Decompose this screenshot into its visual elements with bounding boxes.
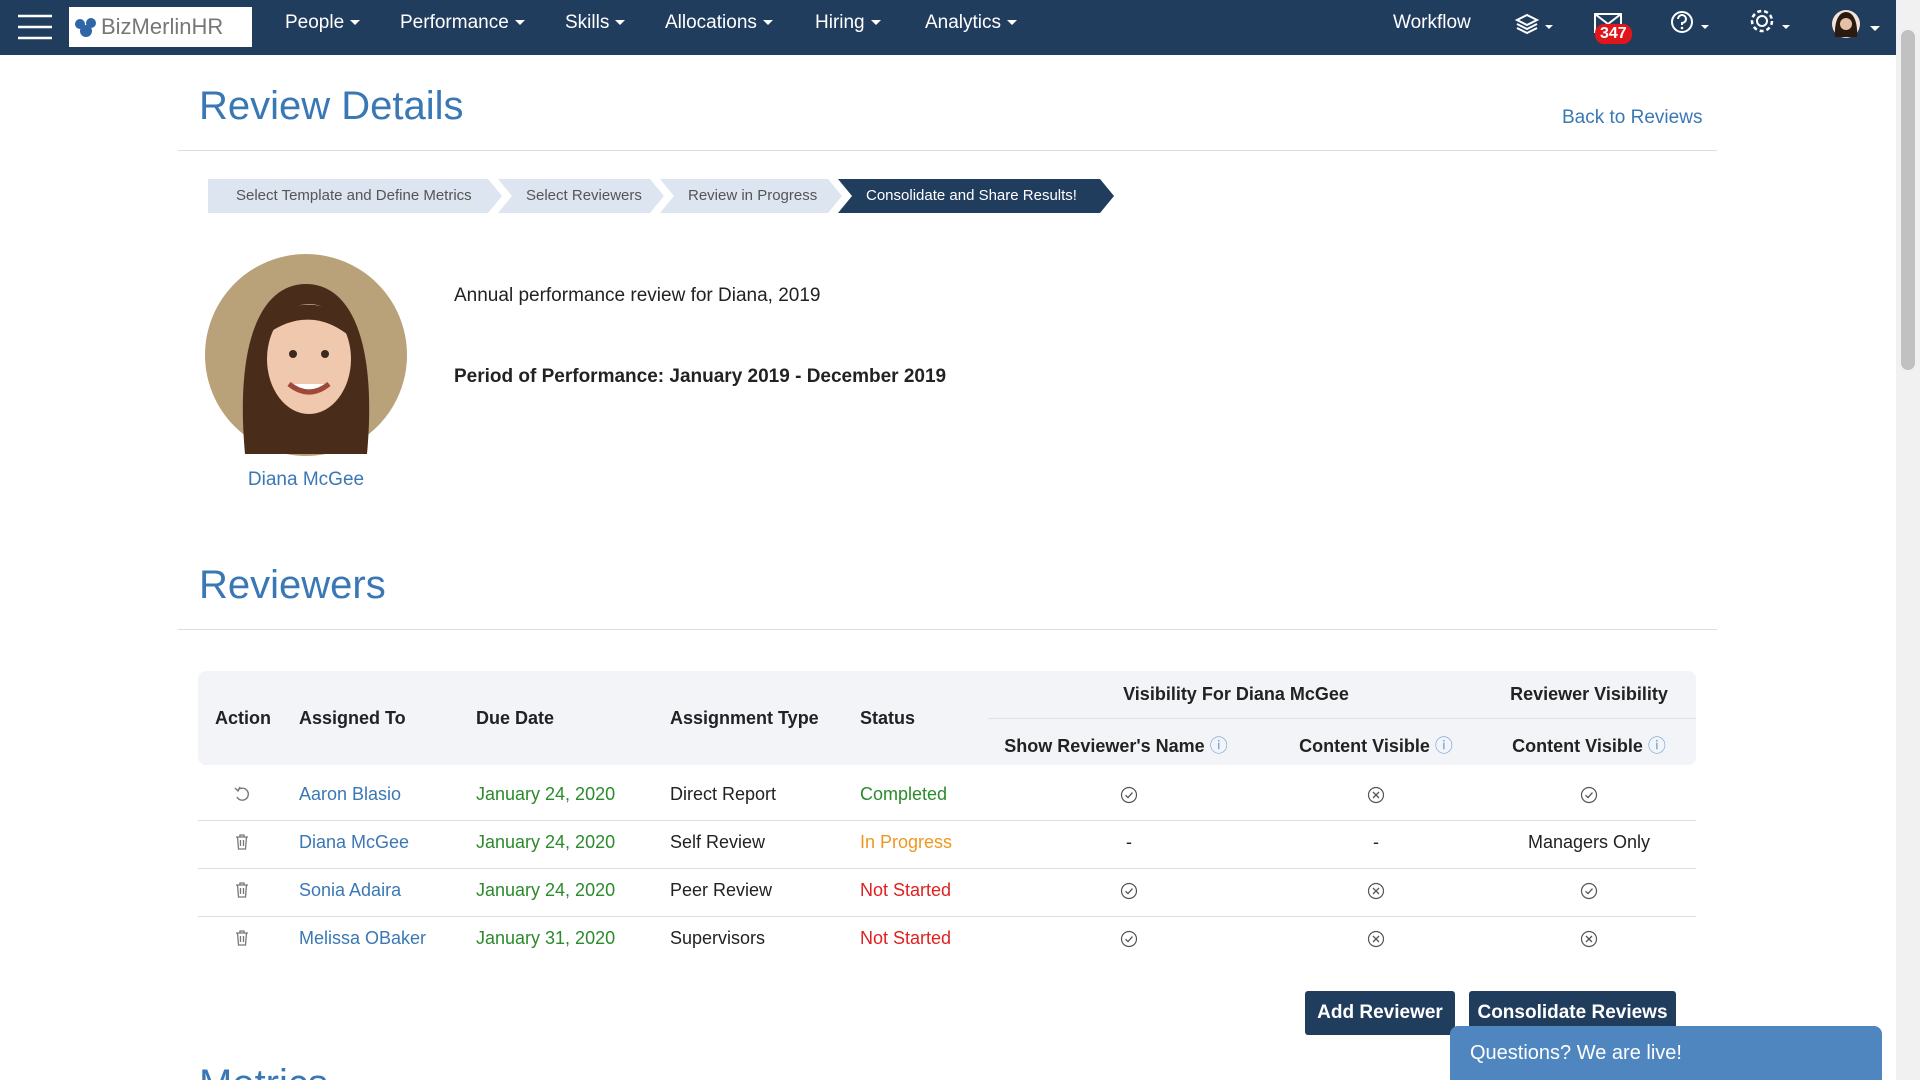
step-label: Review in Progress [688, 187, 818, 204]
nav-item[interactable]: Performance [400, 12, 525, 34]
header-divider [988, 718, 1696, 719]
assignment-type: Self Review [670, 832, 766, 852]
logo-text: BizMerlinHR [101, 14, 224, 39]
visibility-icon [1580, 786, 1598, 809]
visibility-icon [1120, 930, 1138, 953]
scrollbar-thumb[interactable] [1901, 30, 1915, 370]
profile-name[interactable]: Diana McGee [247, 469, 365, 490]
add-reviewer-button[interactable]: Add Reviewer [1305, 991, 1455, 1035]
due-date: January 31, 2020 [476, 928, 616, 948]
step[interactable]: Select Template and Define Metrics [208, 179, 502, 213]
due-date: January 24, 2020 [476, 784, 616, 804]
column-header: Assigned To [299, 708, 406, 728]
layers-icon[interactable] [1515, 12, 1557, 38]
visibility-icon [1367, 930, 1385, 953]
review-description: Annual performance review for Diana, 201… [454, 285, 821, 306]
divider [178, 150, 1717, 151]
step-label: Consolidate and Share Results! [866, 187, 1077, 204]
nav-item[interactable]: Allocations [665, 12, 773, 34]
navbar: BizMerlinHR People Performance Skills Al… [0, 0, 1896, 55]
page-title: Review Details [199, 84, 464, 128]
action-icon[interactable] [233, 833, 251, 856]
logo[interactable]: BizMerlinHR [69, 7, 252, 47]
visibility-icon [1120, 786, 1138, 809]
mail-badge: 347 [1595, 24, 1632, 44]
step-active[interactable]: Consolidate and Share Results! [838, 179, 1114, 213]
column-header: Due Date [476, 708, 555, 728]
logo-icon [75, 18, 96, 37]
section-title: Reviewers [199, 563, 386, 607]
avatar [205, 254, 407, 456]
group-header: Reviewer Visibility [1510, 684, 1668, 704]
column-header: Assignment Type [670, 708, 819, 728]
status: In Progress [860, 832, 953, 852]
nav-item[interactable]: People [285, 12, 360, 34]
action-icon[interactable] [233, 881, 251, 904]
nav-item[interactable]: Analytics [925, 12, 1017, 34]
column-header: Action [215, 708, 271, 728]
step-label: Select Template and Define Metrics [236, 187, 472, 204]
menu-icon[interactable] [18, 14, 54, 40]
section-title: Metrics [199, 1062, 328, 1080]
sub-header: Show Reviewer's Name ⓘ [1004, 736, 1228, 756]
row-divider [198, 916, 1696, 917]
action-icon[interactable] [233, 785, 251, 808]
visibility-text: - [1373, 832, 1379, 852]
visibility-icon [1367, 882, 1385, 905]
chat-widget[interactable]: Questions? We are live! [1450, 1026, 1882, 1080]
sub-header: Content Visible ⓘ [1299, 736, 1453, 756]
assignment-type: Supervisors [670, 928, 766, 948]
column-header: Status [860, 708, 916, 728]
visibility-icon [1580, 882, 1598, 905]
row-divider [198, 820, 1696, 821]
step[interactable]: Review in Progress [660, 179, 842, 213]
divider [178, 629, 1717, 630]
back-link[interactable]: Back to Reviews [1562, 107, 1703, 128]
settings-icon[interactable] [1750, 9, 1794, 37]
nav-item[interactable]: Skills [565, 12, 625, 34]
review-period: Period of Performance: January 2019 - De… [454, 366, 947, 387]
visibility-icon [1580, 930, 1598, 953]
visibility-text: Managers Only [1527, 832, 1651, 852]
metrics-clip: Metrics [0, 1040, 1896, 1080]
assignee-link[interactable]: Sonia Adaira [299, 880, 402, 900]
assignee-link[interactable]: Melissa OBaker [299, 928, 427, 948]
assignment-type: Direct Report [670, 784, 777, 804]
step-label: Select Reviewers [526, 187, 642, 204]
workflow-link[interactable]: Workflow [1393, 12, 1471, 33]
status: Completed [860, 784, 948, 804]
assignee-link[interactable]: Diana McGee [299, 832, 410, 852]
assignee-link[interactable]: Aaron Blasio [299, 784, 402, 804]
group-header: Visibility For Diana McGee [1123, 684, 1349, 704]
status: Not Started [860, 928, 952, 948]
nav-item[interactable]: Hiring [815, 12, 881, 34]
help-icon[interactable] [1670, 10, 1712, 36]
user-menu[interactable] [1830, 9, 1882, 43]
due-date: January 24, 2020 [476, 832, 616, 852]
visibility-text: - [1126, 832, 1132, 852]
step[interactable]: Select Reviewers [498, 179, 664, 213]
visibility-icon [1120, 882, 1138, 905]
scrollbar [1896, 0, 1920, 1080]
action-icon[interactable] [233, 929, 251, 952]
status: Not Started [860, 880, 952, 900]
assignment-type: Peer Review [670, 880, 773, 900]
visibility-icon [1367, 786, 1385, 809]
due-date: January 24, 2020 [476, 880, 616, 900]
sub-header: Content Visible ⓘ [1512, 736, 1666, 756]
row-divider [198, 868, 1696, 869]
